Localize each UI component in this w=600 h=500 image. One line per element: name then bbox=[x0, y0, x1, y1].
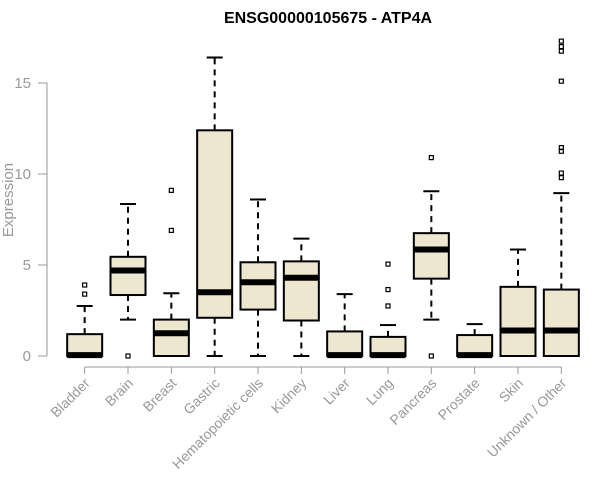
x-tick-label: Brain bbox=[102, 375, 136, 409]
outlier-point bbox=[428, 353, 434, 359]
boxes-group bbox=[66, 38, 580, 359]
outlier-point bbox=[82, 282, 88, 288]
box-bladder bbox=[66, 282, 104, 359]
x-tick-label: Bladder bbox=[47, 375, 93, 421]
x-tick-label: Pancreas bbox=[386, 375, 439, 428]
box-gastric bbox=[196, 56, 234, 357]
x-tick-label: Lung bbox=[363, 375, 396, 408]
outlier-point bbox=[168, 187, 174, 193]
y-axis-label: Expression bbox=[0, 163, 17, 237]
iqr-box bbox=[412, 232, 450, 280]
outlier-point bbox=[558, 175, 564, 181]
outlier-point bbox=[558, 43, 564, 50]
outlier-point bbox=[558, 78, 564, 84]
iqr-box bbox=[152, 318, 190, 358]
x-tick-label: Skin bbox=[496, 375, 527, 406]
box-breast bbox=[152, 187, 190, 358]
x-tick-label: Breast bbox=[140, 375, 180, 415]
iqr-box bbox=[239, 261, 277, 311]
outlier-point bbox=[125, 353, 131, 359]
box-kidney bbox=[282, 237, 320, 357]
outlier-point bbox=[558, 145, 564, 151]
x-tick-label: Prostate bbox=[435, 375, 483, 423]
outlier-point bbox=[558, 170, 564, 176]
iqr-box bbox=[542, 288, 580, 358]
box-lung bbox=[369, 261, 407, 359]
outlier-point bbox=[428, 155, 434, 161]
outlier-point bbox=[558, 38, 564, 44]
iqr-box bbox=[499, 285, 537, 357]
box-skin bbox=[499, 248, 537, 357]
x-tick-label: Unknown / Other bbox=[484, 375, 570, 461]
iqr-box bbox=[326, 330, 364, 357]
y-tick-label: 10 bbox=[14, 166, 31, 183]
box-pancreas bbox=[412, 155, 450, 359]
x-tick-label: Gastric bbox=[180, 375, 223, 418]
outlier-point bbox=[558, 48, 564, 54]
outlier-point bbox=[82, 291, 88, 297]
box-liver bbox=[326, 293, 364, 359]
y-tick-label: 0 bbox=[23, 348, 31, 365]
iqr-box bbox=[196, 129, 234, 319]
y-axis: 0 5 10 15 bbox=[14, 75, 48, 365]
outlier-point bbox=[385, 261, 391, 267]
outlier-point bbox=[168, 227, 174, 234]
outlier-point bbox=[385, 286, 391, 293]
chart-title: ENSG00000105675 - ATP4A bbox=[224, 10, 433, 27]
x-tick-label: Liver bbox=[320, 375, 353, 408]
y-tick-label: 5 bbox=[23, 257, 31, 274]
outlier-point bbox=[385, 303, 391, 309]
box-hematopoietic-cells bbox=[239, 198, 277, 357]
box-unknown-other bbox=[542, 38, 580, 358]
x-tick-label: Kidney bbox=[268, 375, 310, 417]
iqr-box bbox=[282, 260, 320, 322]
box-brain bbox=[109, 203, 147, 359]
iqr-box bbox=[109, 255, 147, 297]
y-tick-label: 15 bbox=[14, 75, 31, 92]
box-prostate bbox=[456, 323, 494, 359]
